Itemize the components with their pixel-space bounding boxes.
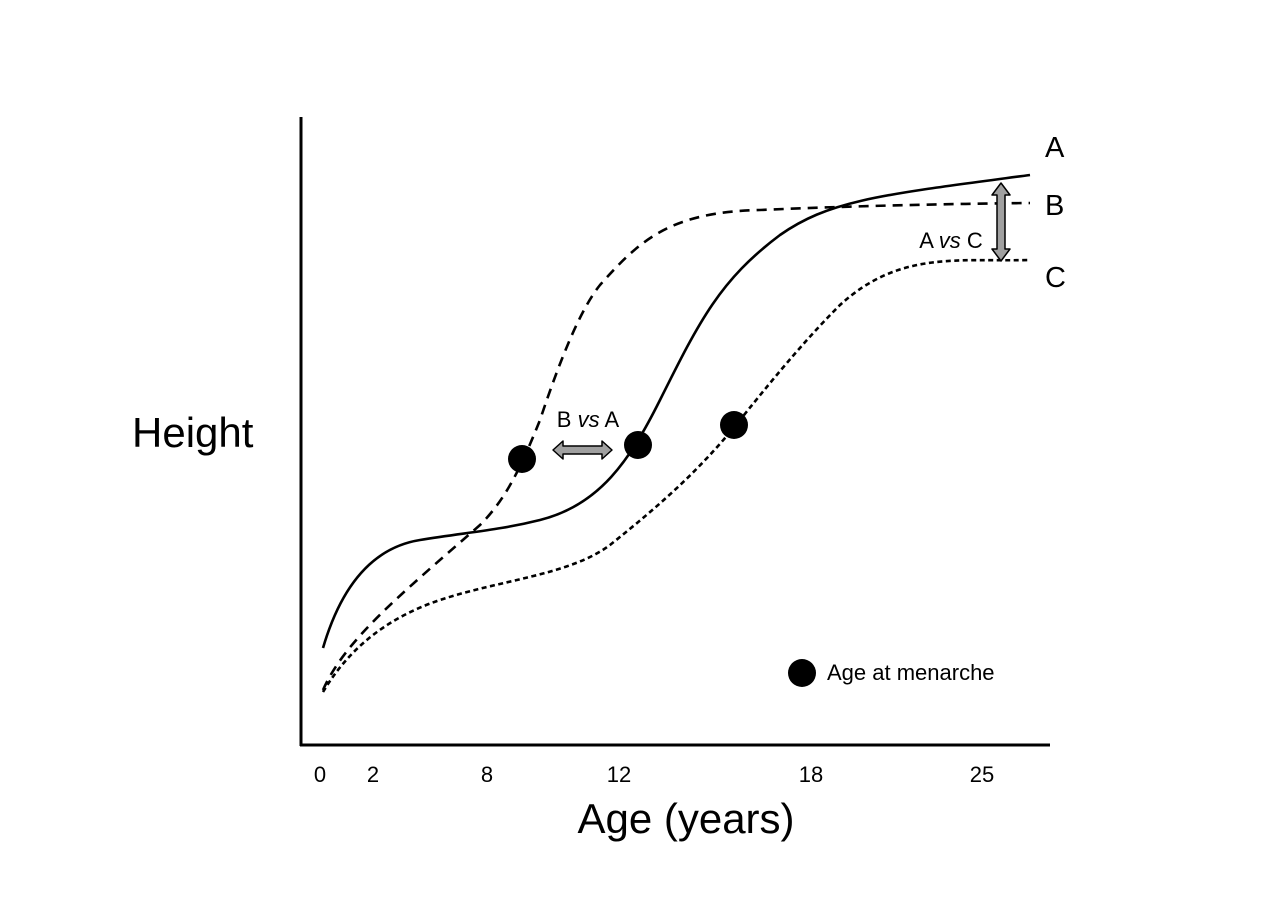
- x-tick-label: 25: [970, 762, 994, 787]
- x-tick-label: 2: [367, 762, 379, 787]
- x-tick-label: 8: [481, 762, 493, 787]
- y-axis-title: Height: [132, 409, 254, 456]
- curve-c-label: C: [1045, 262, 1066, 294]
- b-vs-a-label: B vs A: [557, 407, 620, 432]
- legend: Age at menarche: [788, 659, 995, 687]
- menarche-dot-c: [720, 411, 748, 439]
- x-tick-label: 12: [607, 762, 631, 787]
- a-vs-c-arrow: [991, 182, 1011, 262]
- menarche-dot-b: [508, 445, 536, 473]
- x-tick-label: 18: [799, 762, 823, 787]
- curve-b: [321, 201, 1031, 691]
- b-vs-a-arrow: [552, 440, 613, 460]
- menarche-dot-a: [624, 431, 652, 459]
- curve-c: [321, 258, 1031, 693]
- x-axis-title: Age (years): [577, 795, 794, 842]
- x-tick-label: 0: [314, 762, 326, 787]
- a-vs-c-label: A vs C: [919, 228, 983, 253]
- curve-b-label: B: [1045, 190, 1064, 222]
- legend-marker-icon: [788, 659, 816, 687]
- legend-label: Age at menarche: [827, 660, 995, 685]
- curve-a-label: A: [1045, 132, 1065, 164]
